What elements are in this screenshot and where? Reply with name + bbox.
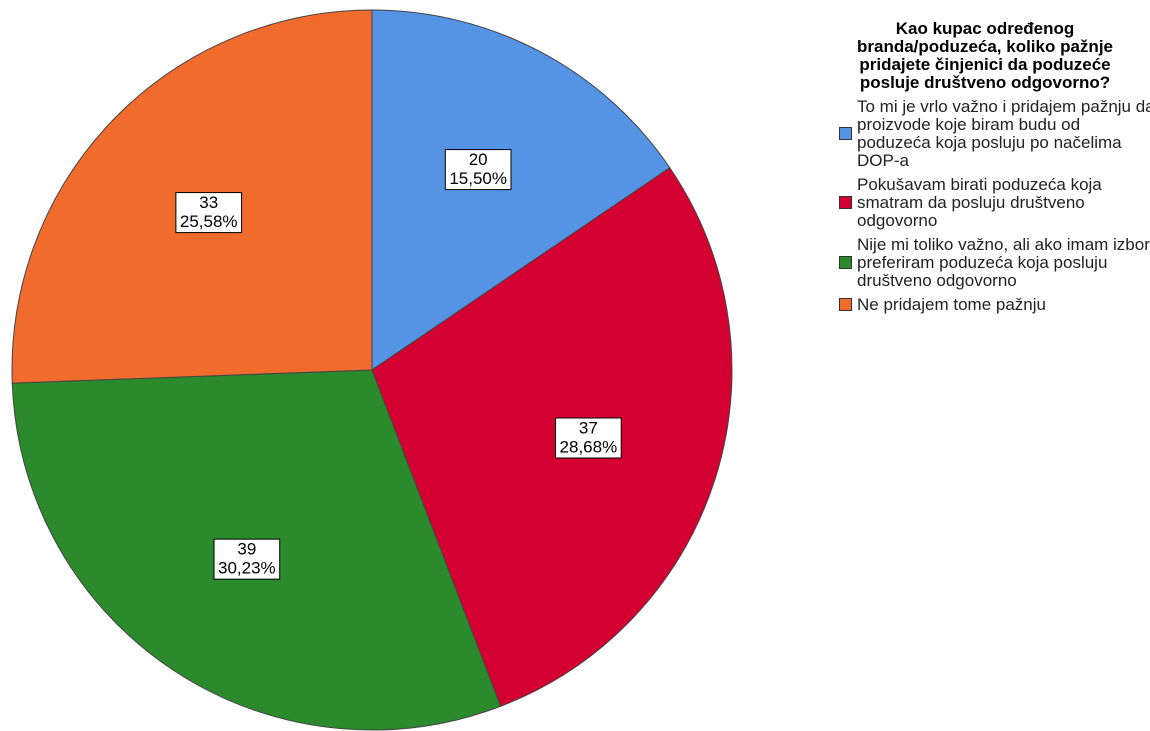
legend-item: Pokušavam birati poduzeća koja smatram d… <box>835 176 1150 230</box>
count-label: 37 <box>579 418 598 437</box>
legend-label: Nije mi toliko važno, ali ako imam izbor… <box>857 235 1150 290</box>
percent-label: 28,68% <box>560 437 618 456</box>
legend-swatch <box>839 196 852 209</box>
legend-label: Pokušavam birati poduzeća koja smatram d… <box>857 175 1102 230</box>
label-box <box>444 149 512 191</box>
legend: Kao kupac određenog branda/poduzeća, kol… <box>835 20 1150 314</box>
legend-label: Ne pridajem tome pažnju <box>857 295 1046 314</box>
legend-item: Ne pridajem tome pažnju <box>835 296 1150 314</box>
count-label: 33 <box>199 193 218 212</box>
count-label: 39 <box>237 540 256 559</box>
label-box <box>175 192 243 234</box>
percent-label: 25,58% <box>180 212 238 231</box>
percent-label: 30,23% <box>218 559 276 578</box>
percent-label: 15,50% <box>449 169 507 188</box>
label-box <box>555 417 622 459</box>
legend-swatch <box>839 256 852 269</box>
legend-label: To mi je vrlo važno i pridajem pažnju da… <box>857 97 1150 170</box>
pie-slice <box>371 9 671 371</box>
legend-item: To mi je vrlo važno i pridajem pažnju da… <box>835 98 1150 170</box>
legend-item: Nije mi toliko važno, ali ako imam izbor… <box>835 236 1150 290</box>
count-label: 20 <box>469 150 488 169</box>
legend-title: Kao kupac određenog branda/poduzeća, kol… <box>857 19 1113 92</box>
legend-swatch <box>839 298 852 311</box>
legend-swatch <box>839 127 852 140</box>
pie-slice <box>371 167 733 707</box>
label-box <box>213 538 281 580</box>
